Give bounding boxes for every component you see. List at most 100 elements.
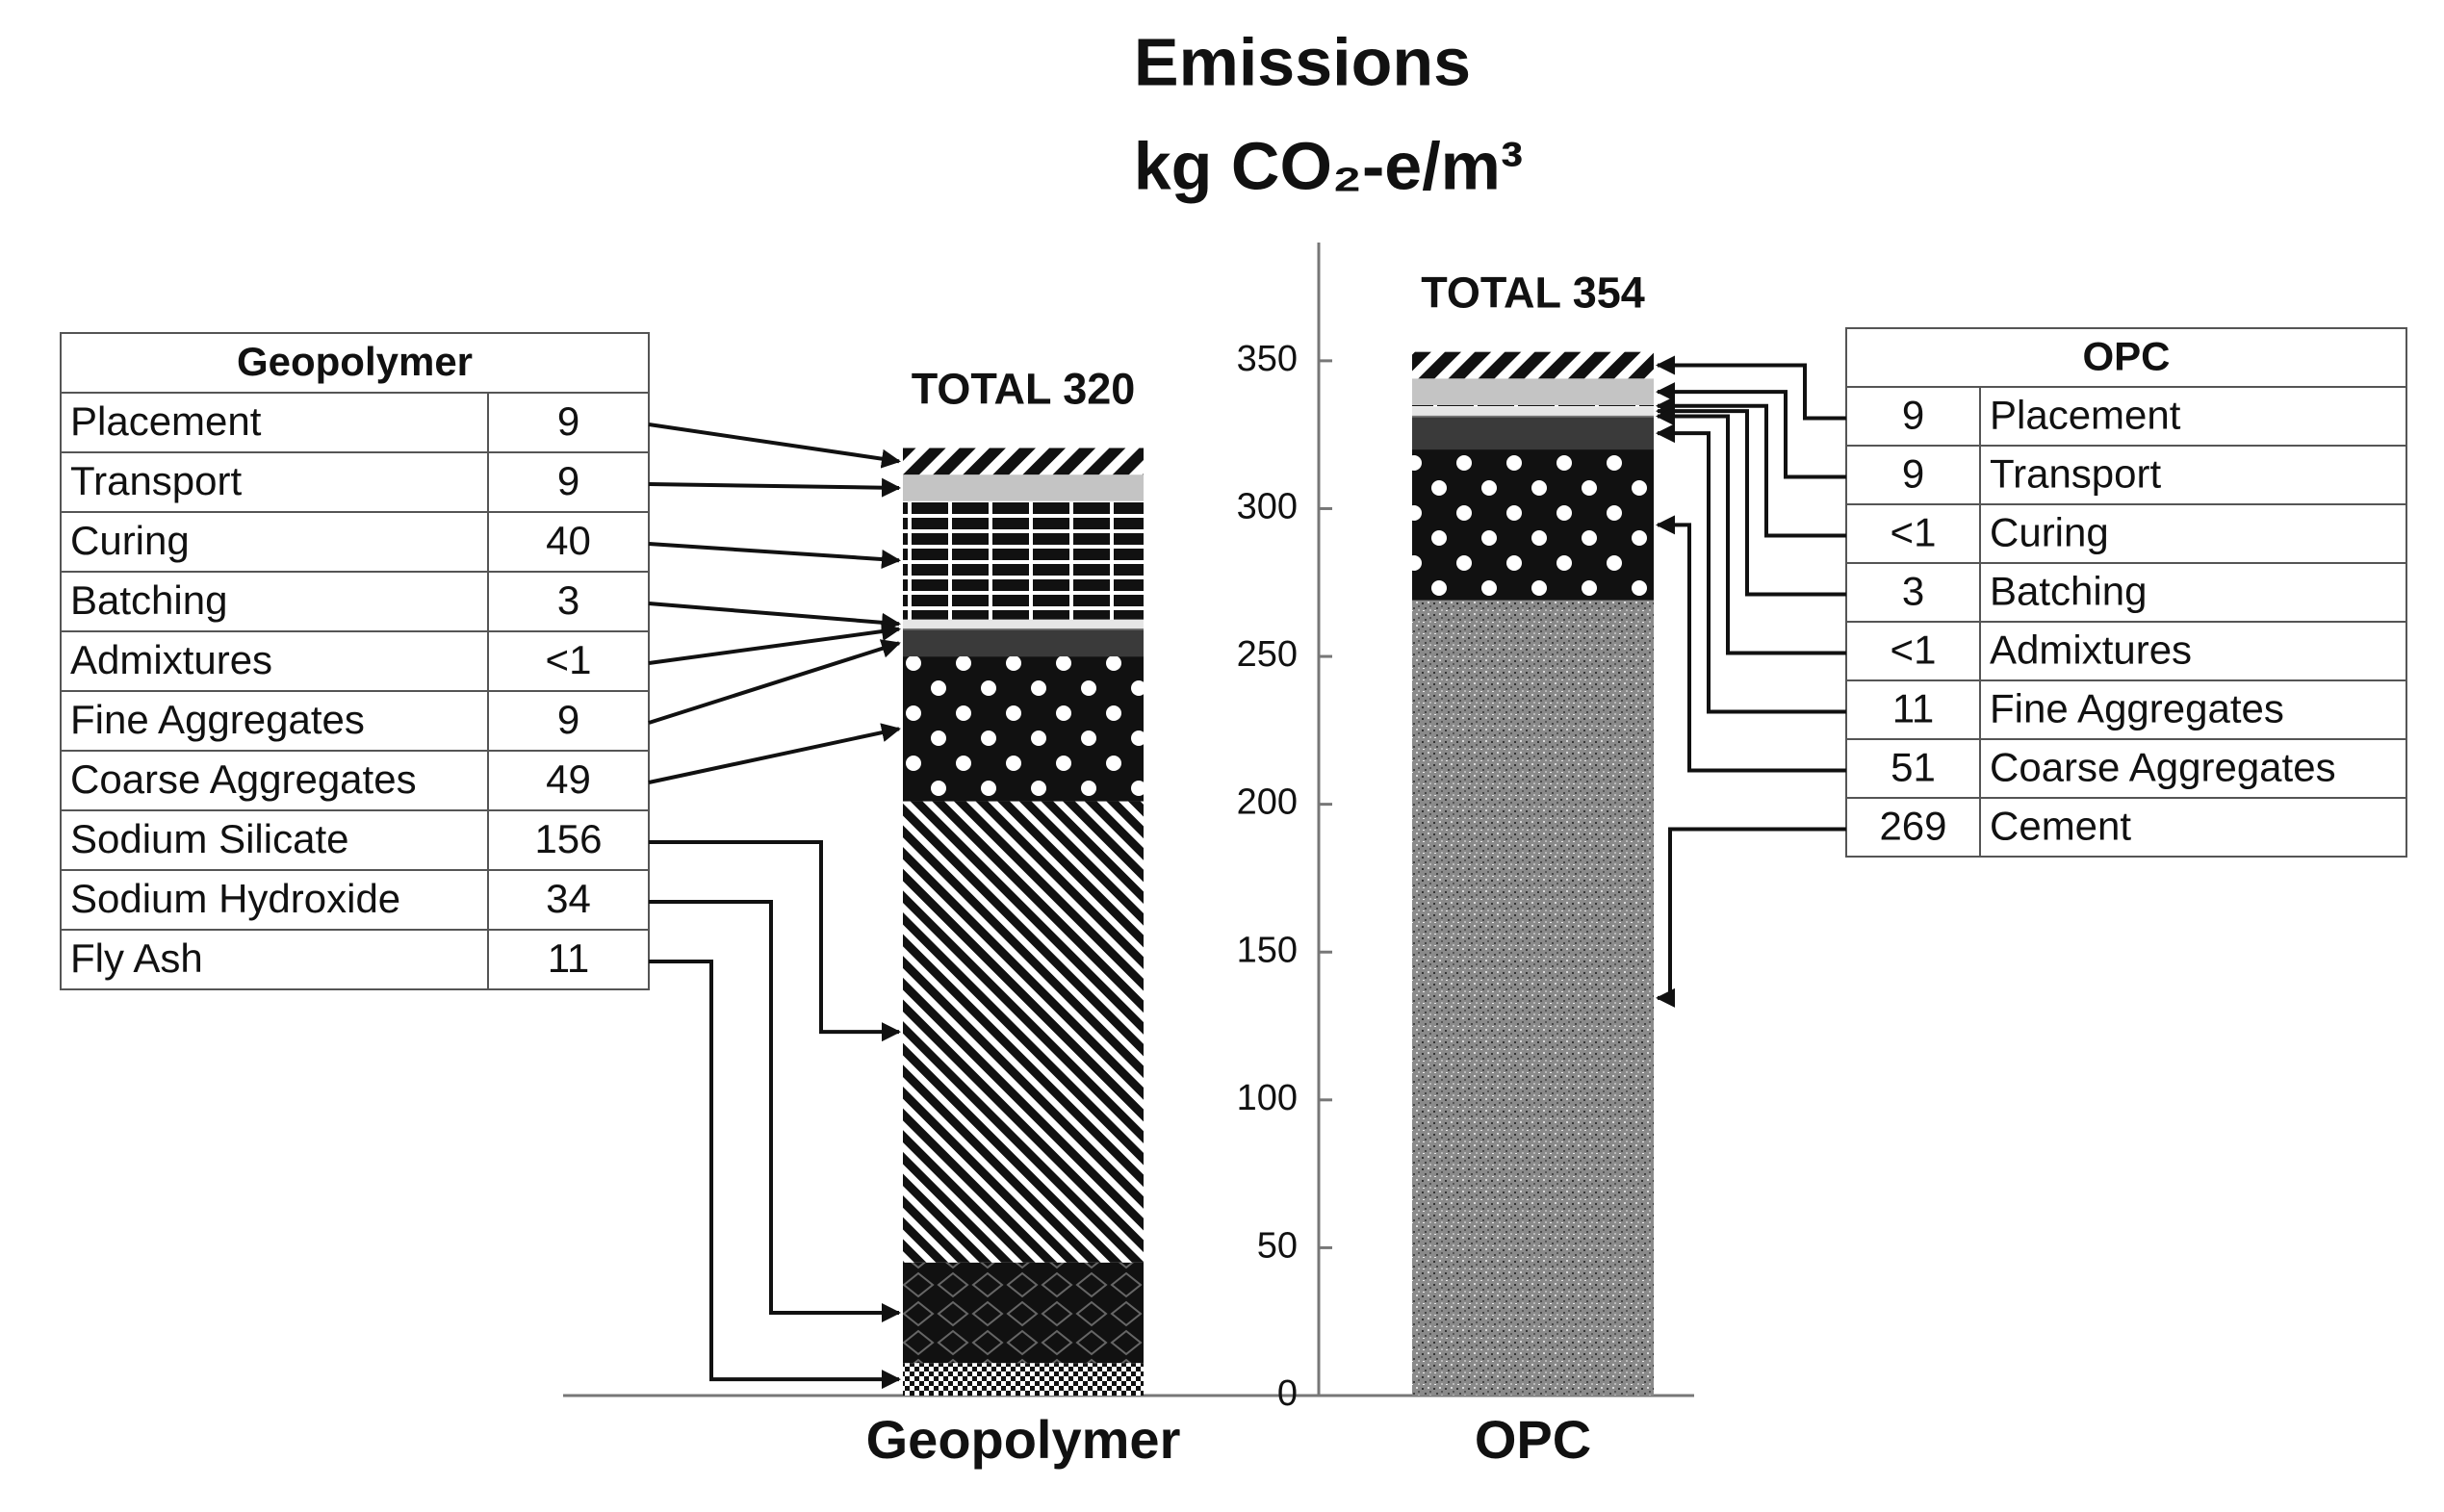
bar-segment <box>1412 378 1654 405</box>
legend-label: Curing <box>70 518 190 563</box>
bar-segment <box>903 448 1144 475</box>
chart-title: Emissions <box>1134 24 1471 99</box>
bar-segment <box>903 619 1144 628</box>
legend-label: Fine Aggregates <box>70 697 365 742</box>
bar-segment <box>903 1363 1144 1396</box>
value-label: 9 <box>557 398 579 444</box>
value-label: 269 <box>1879 804 1946 849</box>
arrow <box>649 900 901 1322</box>
table-header-cell <box>1845 327 2407 388</box>
bar-segment <box>903 474 1144 501</box>
y-tick-label: 300 <box>1237 486 1298 526</box>
bar-segment <box>1412 351 1654 379</box>
bar-segment <box>903 1262 1144 1364</box>
y-tick-label: 200 <box>1237 782 1298 823</box>
legend-label: Fly Ash <box>70 935 203 981</box>
table-cell <box>487 511 650 573</box>
table-cell <box>1845 679 1981 740</box>
arrow <box>1656 827 1846 1008</box>
arrow <box>1656 401 1846 597</box>
value-label: 3 <box>557 577 579 623</box>
table-header-cell <box>60 332 650 394</box>
table-header: Geopolymer <box>237 339 473 384</box>
arrow <box>1656 423 1846 714</box>
bar-segment <box>903 656 1144 802</box>
total-label: TOTAL 320 <box>912 364 1136 413</box>
arrow <box>648 542 901 570</box>
y-tick-label: 0 <box>1277 1373 1298 1414</box>
arrow <box>1656 396 1846 538</box>
value-label: <1 <box>546 637 592 682</box>
table-cell <box>60 869 489 931</box>
y-tick-label: 350 <box>1237 339 1298 379</box>
arrow <box>648 622 901 665</box>
x-tick-label: OPC <box>1475 1409 1591 1470</box>
legend-label: Batching <box>1990 569 2147 614</box>
x-tick-label: Geopolymer <box>866 1409 1181 1470</box>
arrow <box>1656 406 1846 655</box>
value-label: 49 <box>546 756 591 802</box>
table-cell <box>487 750 650 811</box>
legend-label: Transport <box>1990 451 2162 497</box>
value-label: 9 <box>1902 451 1924 497</box>
table-cell <box>1979 797 2407 858</box>
value-label: 9 <box>557 458 579 503</box>
table-cell <box>60 809 489 871</box>
table-cell <box>60 392 489 453</box>
table-cell <box>1845 503 1981 564</box>
value-label: 9 <box>1902 393 1924 438</box>
value-label: 51 <box>1891 745 1936 790</box>
value-label: <1 <box>1891 510 1937 555</box>
value-label: 11 <box>548 935 590 981</box>
arrow <box>648 423 901 469</box>
value-label: 156 <box>534 816 602 861</box>
arrow <box>649 960 901 1390</box>
arrow <box>648 477 901 498</box>
legend-label: Curing <box>1990 510 2109 555</box>
value-label: 34 <box>546 876 591 921</box>
table-cell <box>60 451 489 513</box>
y-tick-label: 50 <box>1257 1225 1298 1266</box>
legend-label: Admixtures <box>70 637 272 682</box>
total-label: TOTAL 354 <box>1421 269 1645 318</box>
value-label: 3 <box>1902 569 1924 614</box>
bar-segment <box>903 500 1144 620</box>
table-cell <box>60 690 489 752</box>
legend-label: Transport <box>70 458 243 503</box>
legend-label: Admixtures <box>1990 628 2192 673</box>
y-tick-label: 150 <box>1237 930 1298 970</box>
table-cell <box>1979 679 2407 740</box>
table-cell <box>60 511 489 573</box>
table-cell <box>487 869 650 931</box>
bar-segment <box>1412 449 1654 601</box>
value-label: 9 <box>557 697 579 742</box>
bar-segment <box>903 629 1144 657</box>
legend-label: Sodium Hydroxide <box>70 876 400 921</box>
table-cell <box>487 571 650 632</box>
bar-segment <box>1412 406 1654 416</box>
arrow <box>648 723 901 784</box>
legend-label: Sodium Silicate <box>70 816 348 861</box>
legend-label: Placement <box>1990 393 2181 438</box>
arrow <box>648 639 901 725</box>
legend-label: Coarse Aggregates <box>1990 745 2336 790</box>
table-cell <box>60 929 489 990</box>
table-cell <box>487 451 650 513</box>
arrow <box>648 602 901 632</box>
bar-segment <box>1412 600 1654 1396</box>
bar-segment <box>903 801 1144 1263</box>
table-cell <box>60 630 489 692</box>
table-cell <box>487 690 650 752</box>
arrow <box>1656 382 1846 479</box>
legend-label: Fine Aggregates <box>1990 686 2284 731</box>
bar-segment <box>903 628 1144 630</box>
table-cell <box>60 750 489 811</box>
table-cell <box>1979 503 2407 564</box>
legend-label: Cement <box>1990 804 2131 849</box>
arrow <box>649 840 901 1042</box>
value-label: 40 <box>546 518 591 563</box>
arrow <box>1656 355 1846 421</box>
legend-label: Placement <box>70 398 262 444</box>
value-label: <1 <box>1891 628 1937 673</box>
